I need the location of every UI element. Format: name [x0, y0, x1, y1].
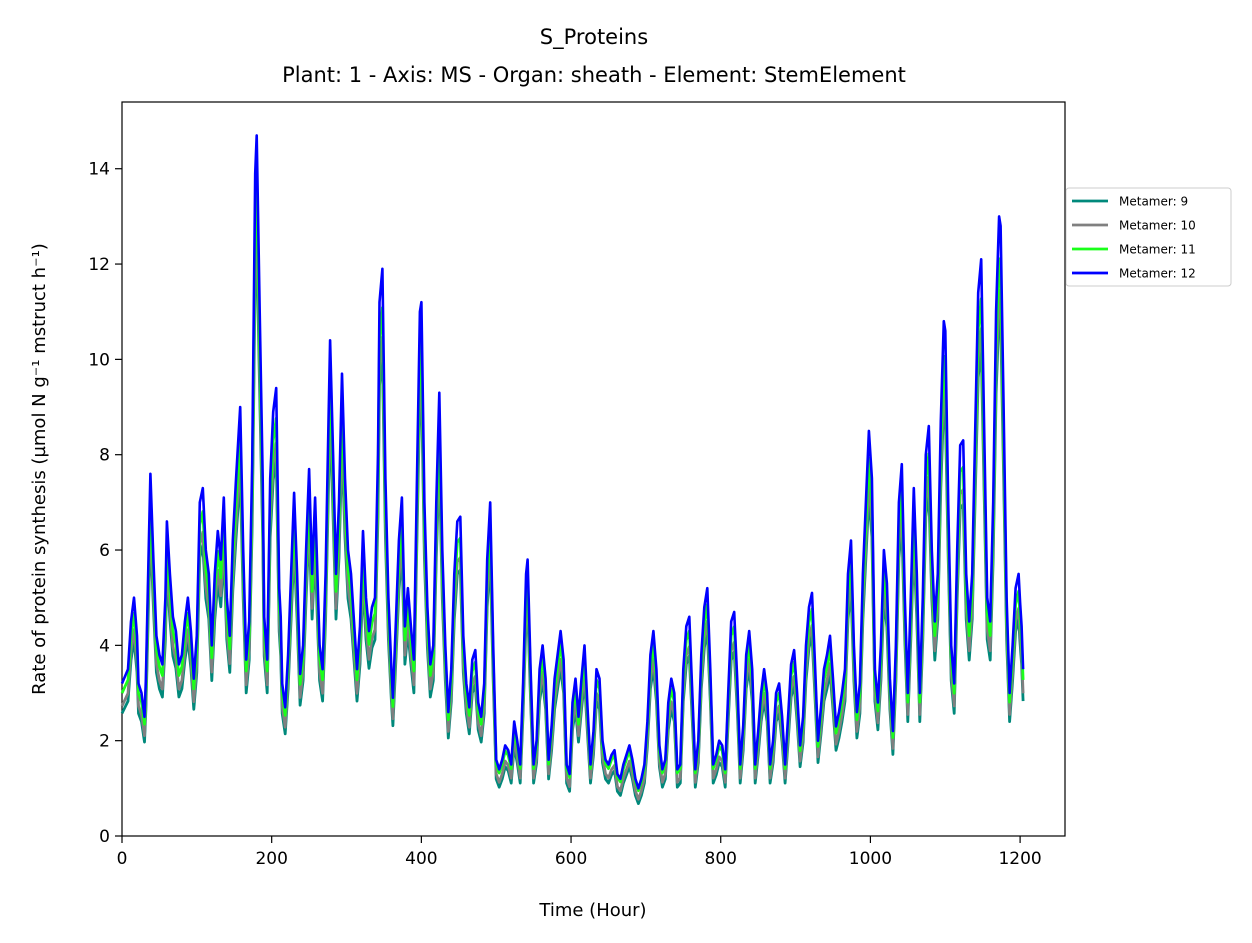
y-tick-label: 14 [88, 160, 110, 180]
y-tick-label: 10 [88, 350, 110, 370]
legend-label: Metamer: 12 [1119, 267, 1196, 281]
legend-frame [1065, 187, 1232, 287]
legend-label: Metamer: 10 [1119, 219, 1196, 233]
legend: Metamer: 9 Metamer: 10 Metamer: 11 Metamer:… [1065, 187, 1232, 287]
plot-frame [121, 101, 1066, 837]
y-axis-ticks: 0 2 4 6 8 10 12 14 [88, 160, 122, 847]
x-tick-label: 1200 [998, 849, 1041, 869]
y-tick-label: 4 [99, 636, 110, 656]
y-tick-label: 8 [99, 446, 110, 466]
series-line-4 [120, 134, 1025, 790]
y-tick-label: 12 [88, 255, 110, 275]
y-tick-label: 6 [99, 541, 110, 561]
x-tick-label: 600 [555, 849, 587, 869]
x-tick-label: 400 [405, 849, 437, 869]
y-tick-label: 0 [99, 827, 110, 847]
y-tick-label: 2 [99, 732, 110, 752]
series-layer [120, 134, 1025, 805]
legend-label: Metamer: 11 [1119, 243, 1196, 257]
x-tick-label: 1000 [849, 849, 892, 869]
x-tick-label: 0 [117, 849, 128, 869]
x-tick-label: 200 [255, 849, 287, 869]
x-axis-ticks: 0 200 400 600 800 1000 1200 [117, 836, 1042, 869]
chart-title: S_Proteins [540, 25, 648, 50]
plot-area [120, 101, 1066, 837]
legend-label: Metamer: 9 [1119, 195, 1188, 209]
x-tick-label: 800 [705, 849, 737, 869]
y-axis-label: Rate of protein synthesis (µmol N g⁻¹ ms… [29, 243, 50, 695]
chart-subtitle: Plant: 1 - Axis: MS - Organ: sheath - El… [282, 63, 906, 87]
x-axis-label: Time (Hour) [538, 900, 646, 921]
